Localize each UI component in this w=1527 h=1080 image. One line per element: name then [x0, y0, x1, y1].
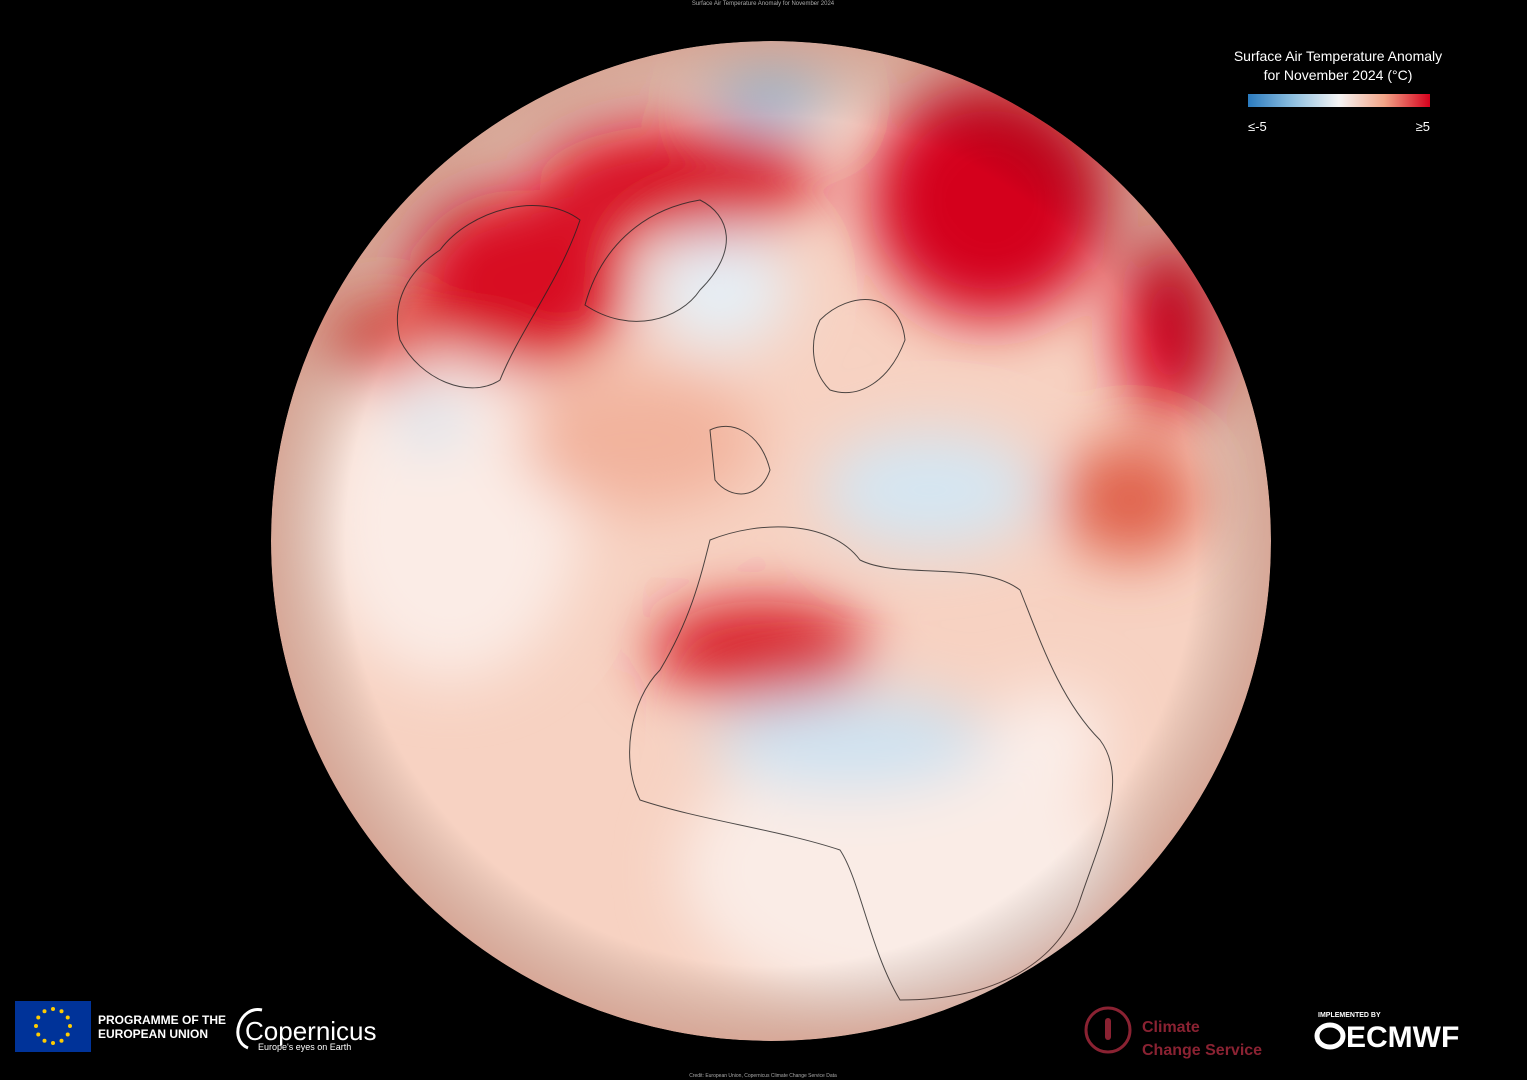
ecmwf-text: ECMWF [1346, 1021, 1459, 1054]
legend-tick-label: ≤-5 [1248, 119, 1267, 134]
eu-text: PROGRAMME OF THE EUROPEAN UNION [98, 1013, 226, 1041]
color-bar [1248, 94, 1430, 107]
copernicus-logo: Copernicus Europe's eyes on Earth [236, 1008, 377, 1052]
legend-title: Surface Air Temperature Anomaly [1234, 48, 1442, 64]
c3s-text: Change Service [1142, 1042, 1262, 1059]
ecmwf-logo: IMPLEMENTED BY ECMWF [1314, 1012, 1459, 1054]
c3s-text: Climate [1142, 1019, 1200, 1036]
legend: Surface Air Temperature Anomaly for Nove… [1234, 48, 1442, 134]
globe [271, 41, 1271, 1041]
copernicus-text: Copernicus [245, 1016, 377, 1046]
implemented-by: IMPLEMENTED BY [1318, 1012, 1381, 1019]
top-title: Surface Air Temperature Anomaly for Nove… [692, 1, 835, 7]
credit: Credit: European Union, Copernicus Clima… [689, 1073, 837, 1079]
legend-tick-label: ≥5 [1416, 119, 1430, 134]
legend-title: for November 2024 (°C) [1264, 67, 1413, 83]
c3s-logo: Climate Change Service [1084, 1006, 1262, 1059]
eu-logo: PROGRAMME OF THE EUROPEAN UNION [15, 1001, 226, 1052]
copernicus-tagline: Europe's eyes on Earth [258, 1042, 351, 1052]
